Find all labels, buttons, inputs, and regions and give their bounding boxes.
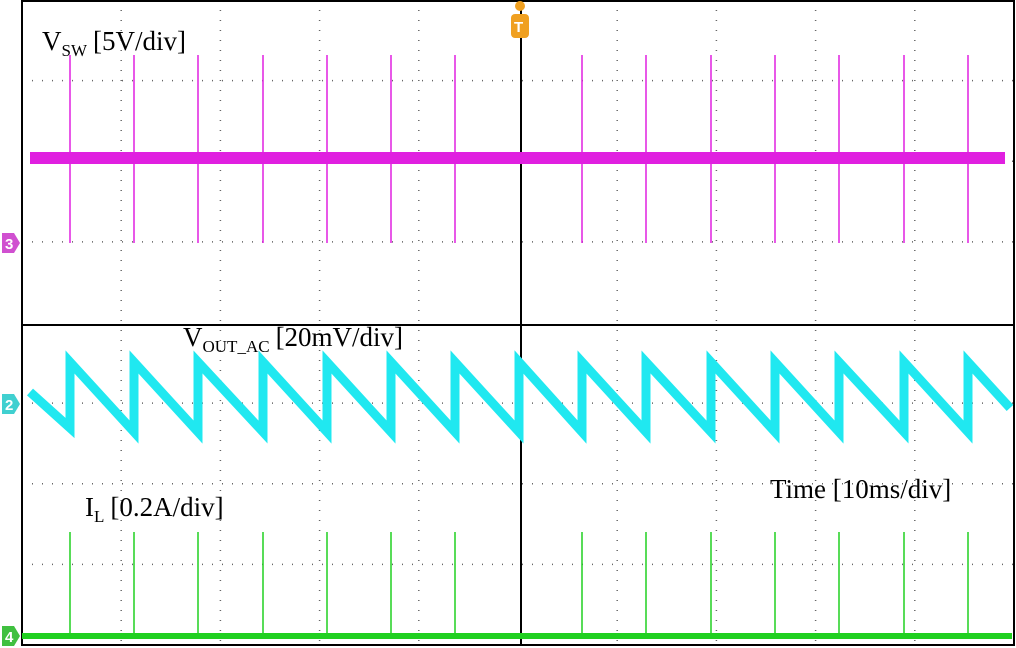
vsw-scale: [5V/div] <box>93 26 186 56</box>
ch2-marker: 2 <box>2 394 20 414</box>
vout-label: VOUT_AC [20mV/div] <box>183 322 403 356</box>
vout-sub: OUT_AC <box>203 337 270 356</box>
il-scale: [0.2A/div] <box>110 492 223 522</box>
vsw-label: VSW [5V/div] <box>42 26 186 60</box>
vout-trace <box>26 350 1014 444</box>
traces <box>22 55 1014 639</box>
ch3-label: 3 <box>5 236 13 253</box>
vout-main: V <box>183 322 203 352</box>
vout-scale: [20mV/div] <box>276 322 404 352</box>
il-label: IL [0.2A/div] <box>85 492 224 526</box>
ch2-label: 2 <box>5 397 13 414</box>
time-label: Time [10ms/div] <box>770 474 951 504</box>
vsw-trace <box>30 152 1005 164</box>
il-trace <box>22 633 1012 639</box>
ch4-marker: 4 <box>2 626 20 646</box>
il-main: I <box>85 492 94 522</box>
vsw-main: V <box>42 26 62 56</box>
ch3-marker: 3 <box>2 233 20 253</box>
trigger-label: T <box>514 19 523 36</box>
ch4-label: 4 <box>5 629 14 646</box>
il-sub: L <box>94 507 104 526</box>
trigger-marker: T <box>511 1 529 38</box>
frame <box>21 0 1015 646</box>
vsw-sub: SW <box>62 41 88 60</box>
grid <box>21 0 1015 646</box>
